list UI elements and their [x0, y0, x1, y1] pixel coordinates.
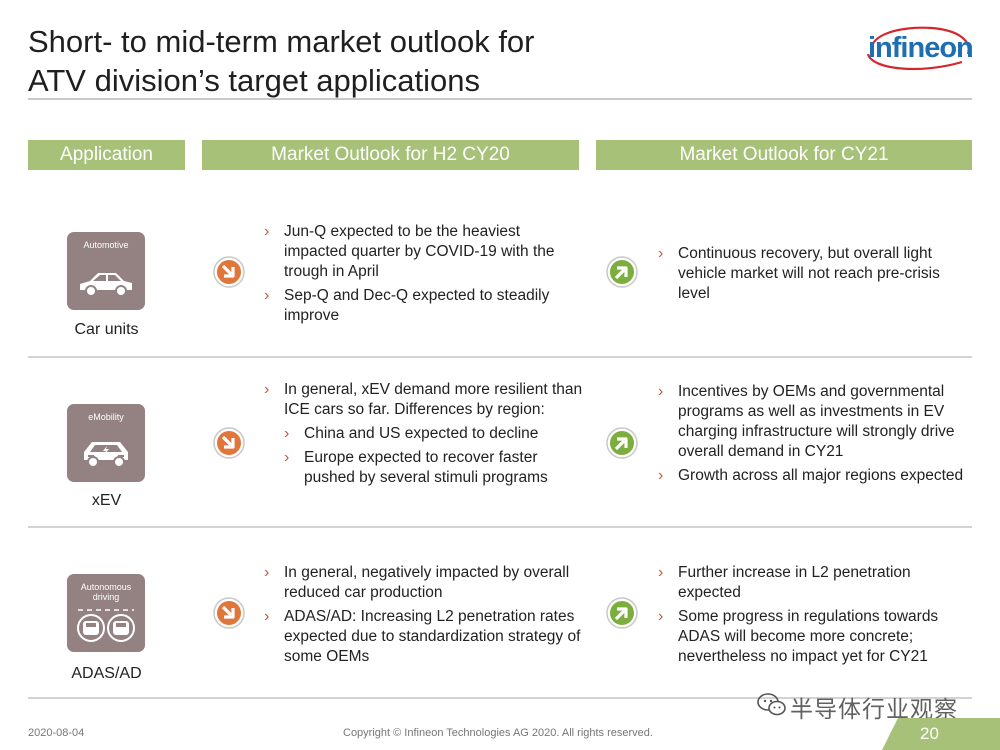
bullet-item: ADAS/AD: Increasing L2 penetration rates…	[264, 607, 582, 667]
slide-title: Short- to mid-term market outlook for AT…	[28, 22, 728, 100]
bullet-item: Further increase in L2 penetration expec…	[658, 563, 970, 603]
autonomous-car-icon	[77, 609, 135, 642]
bullet-item: Jun-Q expected to be the heaviest impact…	[264, 222, 584, 282]
up-right-arrow-icon	[606, 427, 638, 459]
emobility-tile-label: eMobility	[88, 412, 124, 422]
page-number: 20	[920, 724, 939, 743]
footer-date: 2020-08-04	[28, 727, 85, 739]
row-divider	[28, 526, 972, 528]
header-h2-cy20: Market Outlook for H2 CY20	[202, 140, 579, 170]
row-divider	[28, 697, 972, 699]
electric-car-icon	[84, 442, 128, 468]
slide-title-line-2: ATV division’s target applications	[28, 63, 481, 98]
header-application: Application	[28, 140, 185, 170]
bullet-item: Incentives by OEMs and governmental prog…	[658, 382, 970, 462]
down-right-arrow-icon	[213, 597, 245, 629]
bullet-item: Some progress in regulations towards ADA…	[658, 607, 970, 667]
row-divider	[28, 356, 972, 358]
car-icon	[80, 273, 132, 297]
header-cy21: Market Outlook for CY21	[596, 140, 972, 170]
h2-outlook-adas: In general, negatively impacted by overa…	[264, 563, 582, 671]
h2-outlook-emobility: In general, xEV demand more resilient th…	[264, 380, 584, 492]
footer-copyright: Copyright © Infineon Technologies AG 202…	[343, 727, 653, 739]
app-name-car-units: Car units	[74, 321, 139, 338]
cy21-outlook-automotive: Continuous recovery, but overall light v…	[658, 244, 968, 308]
bullet-item: In general, negatively impacted by overa…	[264, 563, 582, 603]
bullet-item: Continuous recovery, but overall light v…	[658, 244, 968, 304]
bullet-item: Sep-Q and Dec-Q expected to steadily imp…	[264, 286, 584, 326]
down-right-arrow-icon	[213, 427, 245, 459]
app-name-xev: xEV	[91, 492, 122, 509]
automotive-tile-label: Automotive	[83, 240, 129, 250]
autonomous-driving-tile: Autonomous driving	[67, 574, 145, 652]
sub-bullet-item: Europe expected to recover faster pushed…	[264, 448, 584, 488]
logo-swoosh-icon	[866, 26, 970, 71]
wechat-icon	[757, 693, 786, 716]
bullet-item: Growth across all major regions expected	[658, 466, 970, 486]
logo-text: infineon	[868, 32, 974, 64]
up-right-arrow-icon	[606, 597, 638, 629]
app-name-adas-ad: ADAS/AD	[71, 665, 142, 682]
cy21-outlook-emobility: Incentives by OEMs and governmental prog…	[658, 382, 970, 490]
h2-outlook-automotive: Jun-Q expected to be the heaviest impact…	[264, 222, 584, 330]
slide-title-line-1: Short- to mid-term market outlook for	[28, 24, 535, 59]
infineon-logo: infineon	[862, 24, 974, 74]
automotive-tile: Automotive	[67, 232, 145, 310]
bullet-item: In general, xEV demand more resilient th…	[264, 380, 584, 420]
cy21-outlook-adas: Further increase in L2 penetration expec…	[658, 563, 970, 671]
emobility-tile: eMobility	[67, 404, 145, 482]
autonomous-driving-tile-label: Autonomous driving	[80, 582, 132, 602]
up-right-arrow-icon	[606, 256, 638, 288]
down-right-arrow-icon	[213, 256, 245, 288]
sub-bullet-item: China and US expected to decline	[264, 424, 584, 444]
watermark-text: 半导体行业观察	[790, 696, 958, 722]
title-divider	[28, 98, 972, 100]
page-number-tab	[882, 718, 1000, 750]
